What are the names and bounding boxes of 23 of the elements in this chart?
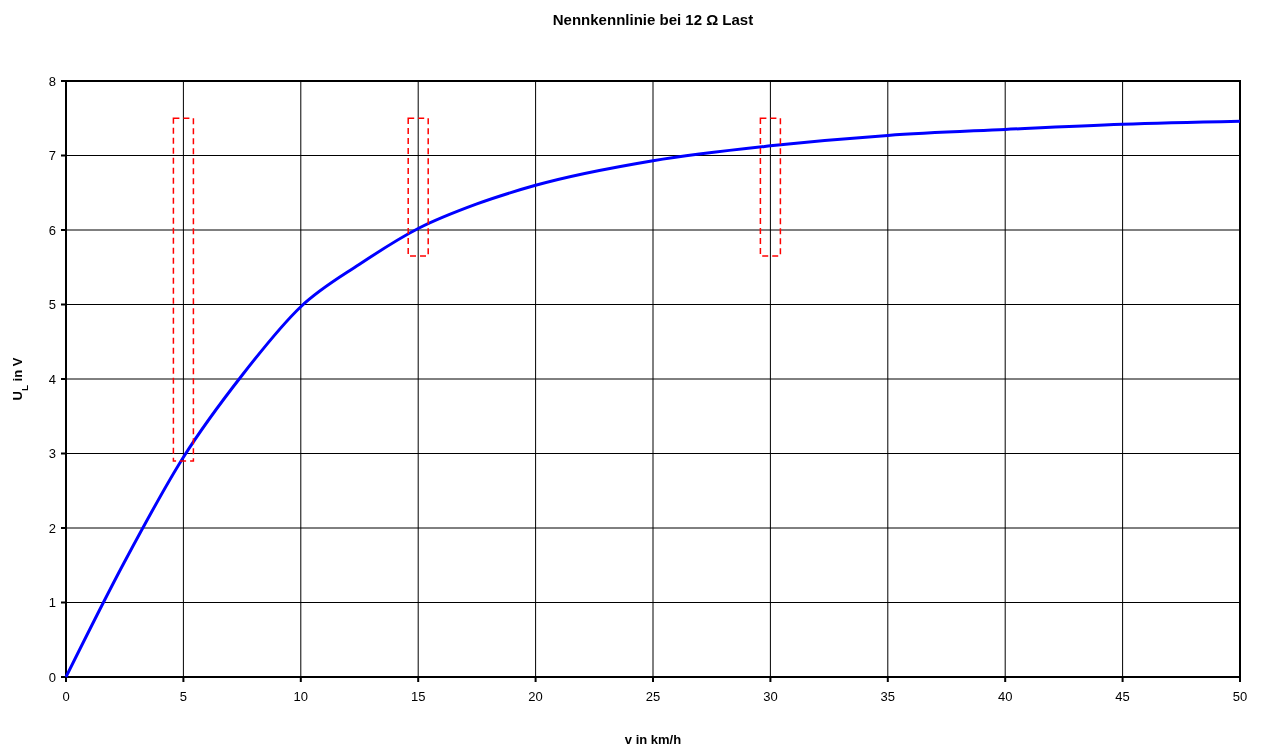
x-tick-label: 0 — [62, 689, 70, 704]
y-tick-label: 5 — [48, 297, 56, 313]
line-series — [64, 119, 1242, 679]
y-tick-label: 0 — [48, 669, 56, 685]
x-tick-label: 50 — [1232, 689, 1248, 704]
y-tick-label: 6 — [48, 222, 56, 238]
x-tick-label: 30 — [763, 689, 778, 704]
x-tick-label: 40 — [997, 689, 1013, 704]
chart-title: Nennkennlinie bei 12 Ω Last — [552, 11, 754, 28]
x-axis-title: v in km/h — [624, 732, 682, 747]
y-tick-label: 2 — [48, 520, 56, 536]
x-tick-label: 5 — [179, 689, 188, 704]
y-tick-label: 8 — [48, 73, 56, 89]
x-tick-label: 35 — [880, 689, 896, 704]
y-tick-label: 3 — [48, 446, 56, 462]
x-tick-label: 10 — [293, 689, 309, 704]
y-tick-label: 7 — [48, 148, 56, 164]
x-tick-label: 20 — [528, 689, 543, 704]
x-tick-label: 15 — [410, 689, 426, 704]
y-tick-label: 4 — [48, 371, 56, 387]
x-tick-label: 45 — [1115, 689, 1130, 704]
x-tick-label: 25 — [645, 689, 661, 704]
y-tick-label: 1 — [48, 595, 56, 611]
